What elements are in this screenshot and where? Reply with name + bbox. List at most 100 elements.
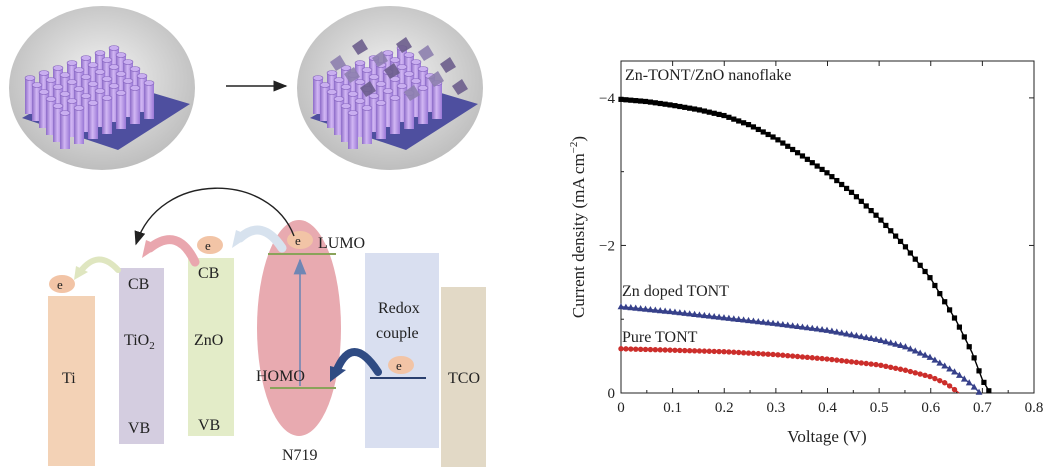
data-point [960,375,968,382]
x-tick-label: 0.2 [715,400,734,416]
data-point [878,362,884,369]
data-point [917,262,923,268]
data-point [642,346,649,353]
data-point [892,365,899,371]
x-tick-label: 0 [617,400,625,416]
svg-text:e: e [57,277,63,292]
homo-label: HOMO [256,368,305,385]
data-point [711,348,717,355]
zno-cb-label: CB [198,265,219,282]
data-point [687,105,693,111]
electron-icon [49,275,75,293]
data-point [853,359,860,366]
data-point [769,319,777,326]
data-point [897,238,904,245]
data-point [873,361,879,368]
data-point [647,306,654,313]
data-point [883,363,889,370]
energy-band-diagram: Ti e CB TiO2 VB CB ZnO VB e LUMO HOMO N7… [48,187,486,467]
data-point [642,305,649,312]
data-point [868,207,874,214]
data-point [710,312,718,320]
svg-text:e: e [396,358,402,373]
redox-couple-band [365,253,439,448]
x-tick-label: 0.5 [870,400,889,416]
data-point [632,304,640,311]
data-point [672,347,678,353]
data-point [848,189,855,195]
data-point [623,97,629,103]
data-point [799,323,806,330]
data-point [770,351,776,358]
data-point [745,122,752,128]
data-point [789,353,796,359]
y-axis-label: Current density (mA cm−2) [568,136,588,318]
data-point [902,244,909,250]
data-point [755,350,762,357]
tio2-vb-label: VB [128,420,150,437]
x-axis-label: Voltage (V) [787,427,866,446]
series-pure-tont: Pure TONT [618,329,960,394]
nanotube-array-bare [9,6,195,170]
data-point [721,348,727,355]
data-point [838,357,845,364]
lumo-label: LUMO [318,235,365,252]
data-point [794,353,801,360]
data-point [863,360,869,367]
data-point [986,388,992,394]
data-point [824,356,830,362]
data-point [932,375,938,382]
data-point [682,104,688,110]
dye-to-zno-arrow [235,225,287,253]
data-point [844,185,850,192]
data-point [956,371,963,378]
data-point [745,350,752,356]
data-point [868,361,874,367]
data-point [736,349,742,356]
zno-to-tio2-arrow [145,235,200,267]
data-point [814,163,820,169]
data-point [736,118,742,124]
data-point [927,275,933,281]
n719-label: N719 [282,447,318,464]
data-point [956,324,963,330]
data-point [804,156,810,162]
data-point [981,379,987,385]
data-point [701,108,707,114]
data-point [834,357,840,363]
data-point [764,319,772,326]
data-point [789,322,797,329]
data-point [937,291,943,297]
data-point [741,120,747,126]
data-point [906,345,914,352]
data-point [760,351,766,357]
tco-band [441,287,486,467]
data-point [750,124,757,130]
data-point [652,347,659,353]
data-point [779,320,787,328]
data-point [672,103,678,109]
data-point [705,312,713,319]
data-point [794,150,801,156]
data-point [936,359,944,366]
data-point [931,356,939,363]
data-point [651,306,659,313]
series-label: Pure TONT [622,329,698,346]
data-point [882,338,890,345]
data-point [834,177,840,184]
data-point [696,311,703,318]
data-point [916,349,924,356]
data-point [785,143,791,149]
data-point [657,347,663,353]
data-point [902,343,909,350]
y-axis-ticks: 0 −2 −4 [599,91,1034,402]
data-point [667,102,673,108]
data-point [922,268,928,275]
data-point [657,100,663,107]
data-point [912,256,918,262]
data-point [701,348,708,354]
data-point [618,96,624,102]
data-point [638,98,644,104]
data-point [790,146,796,153]
